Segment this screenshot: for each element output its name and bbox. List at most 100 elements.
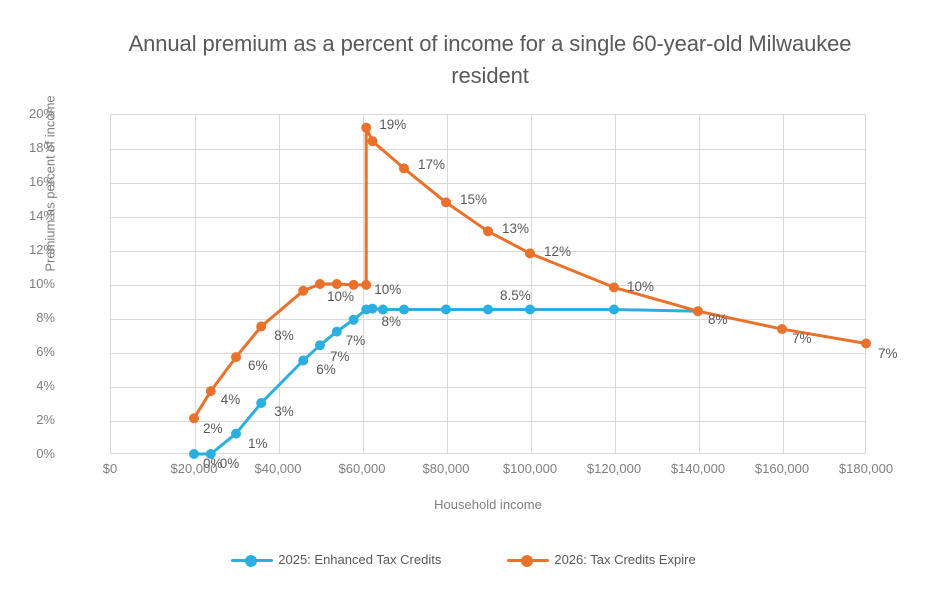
gridline-horizontal (111, 285, 865, 286)
data-point-marker (777, 324, 787, 335)
data-point-label: 8.5% (500, 287, 531, 303)
data-point-marker (189, 413, 199, 424)
gridline-horizontal (111, 387, 865, 388)
legend-marker-icon (231, 553, 274, 567)
data-point-label: 6% (316, 361, 336, 377)
data-point-marker (231, 352, 241, 363)
x-axis-tick-label: $140,000 (670, 461, 726, 476)
data-point-label: 1% (248, 435, 268, 451)
gridline-vertical (699, 115, 700, 453)
gridline-horizontal (111, 217, 865, 218)
y-axis-tick-label: 4% (36, 378, 55, 393)
y-axis-tick-label: 10% (28, 276, 55, 291)
data-point-label: 19% (379, 116, 407, 132)
data-point-label: 17% (418, 157, 446, 173)
data-point-marker (256, 321, 267, 332)
data-point-label: 10% (374, 281, 402, 297)
x-axis-tick-label: $80,000 (422, 461, 470, 476)
data-point-label: 8% (381, 313, 402, 329)
y-axis-tick-label: 12% (28, 242, 55, 257)
data-point-marker (331, 326, 342, 337)
gridline-horizontal (111, 421, 865, 422)
data-point-marker (361, 279, 372, 290)
legend-item-2[interactable]: 2026: Tax Credits Expire (507, 552, 696, 567)
data-point-marker (367, 136, 378, 147)
data-point-marker (348, 314, 359, 325)
data-point-marker (693, 306, 703, 317)
legend-item-1[interactable]: 2025: Enhanced Tax Credits (231, 552, 441, 567)
x-axis-tick-label: $40,000 (254, 461, 302, 476)
x-axis-tick-label: $100,000 (502, 461, 558, 476)
y-axis-tick-label: 20% (28, 106, 55, 121)
gridline-vertical (783, 115, 784, 453)
data-point-marker (361, 122, 372, 133)
data-point-marker (331, 279, 342, 289)
data-point-label: 7% (345, 332, 366, 348)
data-point-marker (298, 285, 309, 296)
gridline-vertical (195, 115, 196, 453)
x-axis-tick-label: $160,000 (754, 461, 810, 476)
data-point-marker (298, 355, 309, 366)
x-axis-tick-label: $0 (102, 461, 118, 476)
data-point-marker (205, 386, 216, 397)
data-point-label: 10% (327, 289, 355, 304)
y-axis-tick-label: 8% (36, 310, 55, 325)
data-point-label: 7% (878, 345, 898, 361)
chart-legend: 2025: Enhanced Tax Credits 2026: Tax Cred… (0, 552, 927, 567)
data-point-label: 12% (544, 244, 572, 260)
data-point-label: 13% (502, 221, 530, 237)
data-point-marker (315, 279, 325, 289)
series-line (192, 126, 868, 420)
data-point-marker (348, 279, 359, 290)
x-axis-tick-label: $20,000 (170, 461, 218, 476)
data-point-marker (609, 282, 619, 293)
data-point-label: 10% (627, 279, 655, 295)
data-point-label: 7% (792, 331, 812, 347)
data-point-label: 2% (203, 421, 223, 437)
y-axis-tick-label: 18% (28, 140, 55, 155)
chart-title: Annual premium as a percent of income fo… (128, 31, 852, 88)
data-point-label: 0% (203, 456, 223, 471)
data-point-marker (483, 226, 493, 237)
y-axis-tick-label: 0% (36, 446, 55, 461)
data-point-marker (189, 449, 199, 459)
y-axis-tick-label: 14% (28, 208, 55, 223)
data-point-marker (525, 304, 535, 315)
legend-label: 2026: Tax Credits Expire (554, 552, 696, 567)
data-point-label: 7% (330, 349, 350, 365)
data-point-marker (861, 338, 871, 349)
data-point-marker (441, 197, 451, 208)
data-point-marker (441, 304, 451, 315)
x-axis-title: Household income (434, 497, 542, 512)
data-point-marker (378, 304, 388, 315)
data-point-marker (315, 340, 325, 351)
legend-marker-icon (507, 553, 550, 567)
data-point-marker (399, 304, 409, 315)
data-point-marker (483, 304, 493, 315)
gridline-vertical (531, 115, 532, 453)
x-axis-tick-label: $180,000 (838, 461, 894, 476)
data-point-marker (205, 449, 216, 459)
series-line (192, 307, 700, 456)
data-point-label: 4% (220, 392, 241, 408)
y-axis-tick-label: 2% (36, 412, 55, 427)
gridline-horizontal (111, 183, 865, 184)
gridline-horizontal (111, 353, 865, 354)
x-axis-tick-label: $120,000 (586, 461, 642, 476)
gridline-vertical (279, 115, 280, 453)
data-point-label: 6% (248, 358, 268, 374)
data-point-label: 3% (274, 404, 294, 419)
data-point-marker (525, 248, 535, 259)
series-layer (189, 122, 871, 459)
data-point-marker (399, 163, 409, 174)
gridline-horizontal (111, 319, 865, 320)
data-point-label: 8% (274, 327, 294, 343)
data-point-marker (609, 304, 619, 315)
gridline-horizontal (111, 149, 865, 150)
data-point-marker (231, 428, 241, 439)
legend-label: 2025: Enhanced Tax Credits (278, 552, 442, 567)
y-axis-tick-label: 16% (28, 174, 55, 189)
data-point-label: 0% (219, 456, 240, 471)
data-point-marker (256, 398, 267, 408)
